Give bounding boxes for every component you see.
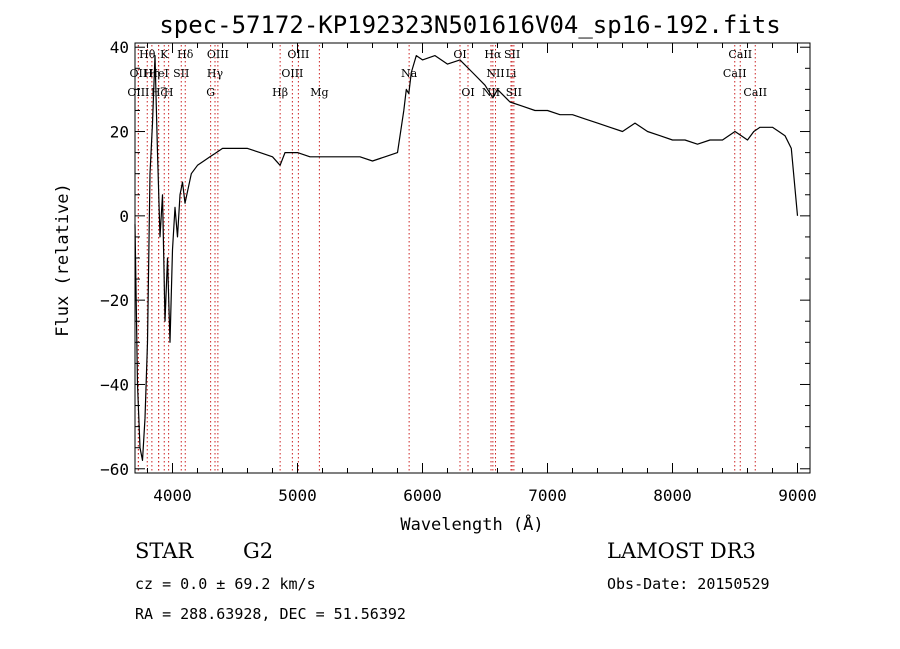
- series-layer: [134, 54, 799, 461]
- spectral-line-label: K: [160, 48, 169, 61]
- y-tick-label: −40: [100, 375, 129, 394]
- spectrum-series: [134, 54, 799, 461]
- spectral-line-label: OI: [453, 48, 466, 61]
- x-tick-label: 5000: [278, 486, 317, 505]
- spectral-line-label: CaII: [728, 48, 752, 61]
- spectral-line-label: CaII: [723, 67, 747, 80]
- survey-name: LAMOST DR3: [607, 539, 756, 563]
- y-tick-label: 0: [119, 207, 129, 226]
- spectral-line-label: SII: [173, 67, 189, 80]
- object-class: STAR: [135, 539, 194, 563]
- spectral-line-label: Mg: [310, 86, 328, 99]
- x-axis: 4000 5000 6000 7000 8000 9000: [147, 43, 817, 505]
- y-axis-label: Flux (relative): [53, 183, 73, 337]
- spectral-line-label: Hγ: [207, 67, 224, 80]
- x-axis-label: Wavelength (Å): [400, 513, 543, 535]
- spectral-line-label: OIII: [287, 48, 309, 61]
- spectral-line-label: HeI: [148, 67, 168, 80]
- x-tick-label: 9000: [778, 486, 817, 505]
- spectral-line-label: OII: [130, 67, 148, 80]
- object-subclass: G2: [243, 539, 273, 563]
- spectral-line-label: H: [164, 86, 174, 99]
- chart-title: spec-57172-KP192323N501616V04_sp16-192.f…: [159, 11, 780, 39]
- spectral-line-label: OIII: [281, 67, 303, 80]
- spectral-line-label: Hα: [484, 48, 502, 61]
- spectral-line-label: Li: [506, 67, 517, 80]
- plot-frame: [134, 42, 811, 474]
- spectral-line-label: OIII: [207, 48, 229, 61]
- spectral-line-label: Hδ: [177, 48, 194, 61]
- spectral-line-label: Hζ: [151, 86, 167, 99]
- spectral-line-label: Hβ: [272, 86, 288, 99]
- spectral-line-label: CaII: [743, 86, 767, 99]
- obs-date: Obs-Date: 20150529: [607, 575, 770, 593]
- x-tick-label: 6000: [403, 486, 442, 505]
- x-tick-label: 4000: [153, 486, 192, 505]
- spectral-line-label: SII: [504, 48, 520, 61]
- spectral-line-label: G: [206, 86, 215, 99]
- spectral-line-label: NII: [486, 67, 504, 80]
- spectral-line-label: NII: [482, 86, 500, 99]
- spectral-line-label: Hθ: [139, 48, 156, 61]
- redshift-info: cz = 0.0 ± 69.2 km/s: [135, 575, 316, 593]
- spectral-line-label: OIII: [127, 86, 149, 99]
- spectral-line-label: SII: [506, 86, 522, 99]
- y-axis: −60 −40 −20 0 20 40: [100, 38, 810, 479]
- x-tick-label: 8000: [653, 486, 692, 505]
- spectral-line-label: Na: [401, 67, 418, 80]
- y-tick-label: 40: [110, 38, 129, 57]
- y-tick-label: 20: [110, 123, 129, 142]
- x-tick-label: 7000: [528, 486, 567, 505]
- y-tick-label: −60: [100, 460, 129, 479]
- spectral-lines: [137, 45, 756, 472]
- spectral-line-label: OI: [461, 86, 474, 99]
- y-tick-label: −20: [100, 291, 129, 310]
- coordinates: RA = 288.63928, DEC = 51.56392: [135, 605, 406, 623]
